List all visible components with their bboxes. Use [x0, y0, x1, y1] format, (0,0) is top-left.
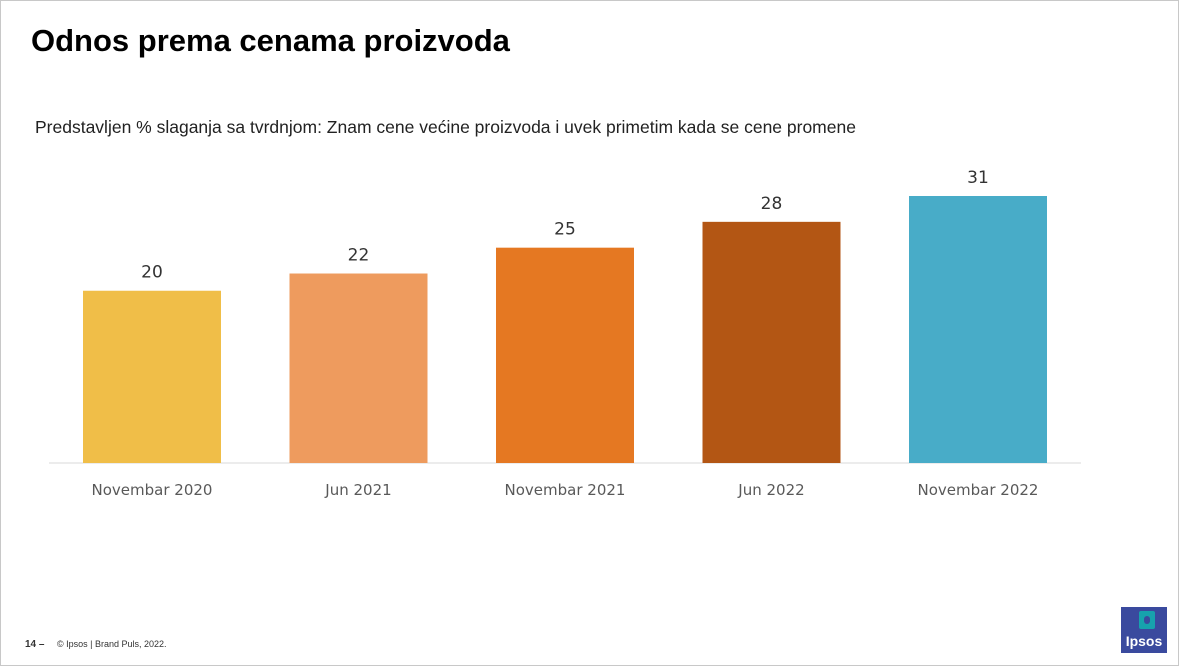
copyright-text: © Ipsos | Brand Puls, 2022.	[56, 639, 167, 649]
bar	[496, 247, 634, 463]
data-label: 20	[141, 263, 163, 283]
x-tick-label: Jun 2022	[737, 481, 804, 499]
page-title: Odnos prema cenama proizvoda	[31, 23, 510, 58]
footer: 14 – © Ipsos | Brand Puls, 2022.	[25, 639, 167, 650]
x-tick-label: Jun 2021	[324, 481, 391, 499]
chart-subtitle: Predstavljen % slaganja sa tvrdnjom: Zna…	[35, 117, 856, 137]
bar-chart: 20 Novembar 2020 22 Jun 2021 25 Novembar 2021…	[49, 168, 1081, 499]
data-label: 25	[554, 220, 576, 240]
bar	[83, 290, 221, 463]
data-label: 28	[761, 194, 783, 214]
bar	[289, 273, 428, 463]
ipsos-logo: Ipsos	[1121, 607, 1167, 653]
logo-text: Ipsos	[1125, 633, 1163, 649]
x-tick-label: Novembar 2020	[92, 481, 213, 499]
x-tick-label: Novembar 2021	[505, 481, 626, 499]
page-number: 14 –	[25, 639, 45, 650]
x-tick-label: Novembar 2022	[918, 481, 1039, 499]
data-label: 31	[967, 168, 989, 188]
bar	[909, 196, 1047, 463]
bar	[702, 221, 841, 463]
data-label: 22	[348, 246, 370, 266]
